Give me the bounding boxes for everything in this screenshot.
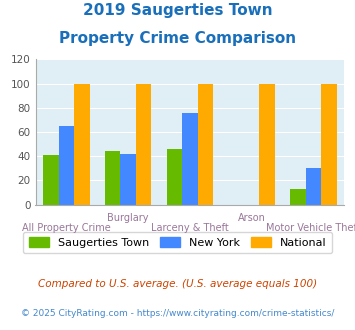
- Text: Compared to U.S. average. (U.S. average equals 100): Compared to U.S. average. (U.S. average …: [38, 279, 317, 289]
- Bar: [105, 151, 120, 205]
- Bar: [120, 154, 136, 205]
- Text: All Property Crime: All Property Crime: [22, 223, 111, 233]
- Text: 2019 Saugerties Town: 2019 Saugerties Town: [83, 3, 272, 18]
- Bar: [59, 126, 74, 205]
- Bar: [74, 83, 89, 205]
- Legend: Saugerties Town, New York, National: Saugerties Town, New York, National: [23, 232, 332, 253]
- Bar: [167, 149, 182, 205]
- Text: Arson: Arson: [238, 213, 266, 223]
- Text: Larceny & Theft: Larceny & Theft: [151, 223, 229, 233]
- Bar: [198, 83, 213, 205]
- Bar: [321, 83, 337, 205]
- Text: Motor Vehicle Theft: Motor Vehicle Theft: [266, 223, 355, 233]
- Text: Burglary: Burglary: [108, 213, 149, 223]
- Bar: [290, 189, 306, 205]
- Text: © 2025 CityRating.com - https://www.cityrating.com/crime-statistics/: © 2025 CityRating.com - https://www.city…: [21, 309, 334, 317]
- Bar: [136, 83, 151, 205]
- Bar: [306, 168, 321, 205]
- Bar: [260, 83, 275, 205]
- Bar: [43, 155, 59, 205]
- Text: Property Crime Comparison: Property Crime Comparison: [59, 31, 296, 46]
- Bar: [182, 113, 198, 205]
